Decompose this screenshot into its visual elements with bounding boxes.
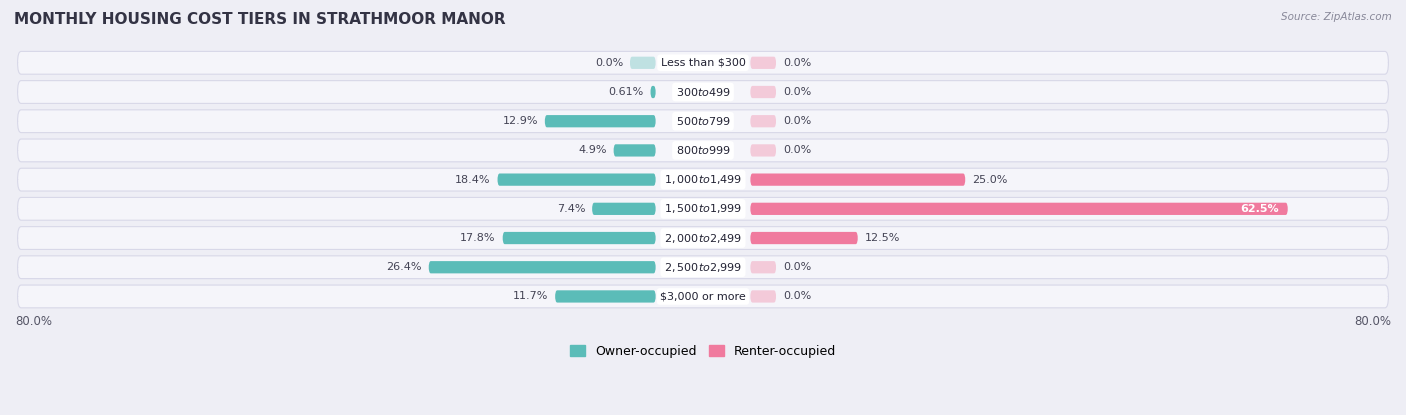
Text: $1,500 to $1,999: $1,500 to $1,999	[664, 203, 742, 215]
Text: 0.0%: 0.0%	[783, 262, 811, 272]
Text: 12.5%: 12.5%	[865, 233, 900, 243]
FancyBboxPatch shape	[18, 51, 1388, 74]
FancyBboxPatch shape	[651, 86, 655, 98]
FancyBboxPatch shape	[18, 110, 1388, 133]
Text: $2,500 to $2,999: $2,500 to $2,999	[664, 261, 742, 274]
FancyBboxPatch shape	[18, 81, 1388, 103]
FancyBboxPatch shape	[502, 232, 655, 244]
FancyBboxPatch shape	[751, 261, 776, 273]
FancyBboxPatch shape	[630, 57, 655, 69]
Text: 4.9%: 4.9%	[578, 145, 606, 156]
Text: 17.8%: 17.8%	[460, 233, 496, 243]
Text: 26.4%: 26.4%	[387, 262, 422, 272]
FancyBboxPatch shape	[18, 285, 1388, 308]
Text: 0.0%: 0.0%	[783, 87, 811, 97]
Text: 0.0%: 0.0%	[783, 145, 811, 156]
FancyBboxPatch shape	[18, 198, 1388, 220]
FancyBboxPatch shape	[592, 203, 655, 215]
FancyBboxPatch shape	[751, 57, 776, 69]
Legend: Owner-occupied, Renter-occupied: Owner-occupied, Renter-occupied	[565, 339, 841, 363]
Text: 25.0%: 25.0%	[972, 175, 1008, 185]
FancyBboxPatch shape	[18, 256, 1388, 278]
FancyBboxPatch shape	[751, 203, 1288, 215]
FancyBboxPatch shape	[751, 232, 858, 244]
Text: 0.0%: 0.0%	[783, 116, 811, 126]
FancyBboxPatch shape	[498, 173, 655, 186]
FancyBboxPatch shape	[751, 86, 776, 98]
Text: 0.61%: 0.61%	[609, 87, 644, 97]
FancyBboxPatch shape	[613, 144, 655, 156]
FancyBboxPatch shape	[544, 115, 655, 127]
FancyBboxPatch shape	[751, 290, 776, 303]
Text: $300 to $499: $300 to $499	[675, 86, 731, 98]
Text: $1,000 to $1,499: $1,000 to $1,499	[664, 173, 742, 186]
FancyBboxPatch shape	[751, 115, 776, 127]
FancyBboxPatch shape	[555, 290, 655, 303]
Text: 0.0%: 0.0%	[783, 58, 811, 68]
Text: $2,000 to $2,499: $2,000 to $2,499	[664, 232, 742, 244]
Text: 11.7%: 11.7%	[513, 291, 548, 301]
FancyBboxPatch shape	[751, 144, 776, 156]
Text: $800 to $999: $800 to $999	[675, 144, 731, 156]
Text: 80.0%: 80.0%	[1354, 315, 1391, 327]
Text: Less than $300: Less than $300	[661, 58, 745, 68]
Text: 7.4%: 7.4%	[557, 204, 585, 214]
Text: 18.4%: 18.4%	[456, 175, 491, 185]
Text: 0.0%: 0.0%	[783, 291, 811, 301]
Text: 12.9%: 12.9%	[502, 116, 538, 126]
Text: MONTHLY HOUSING COST TIERS IN STRATHMOOR MANOR: MONTHLY HOUSING COST TIERS IN STRATHMOOR…	[14, 12, 506, 27]
Text: 80.0%: 80.0%	[15, 315, 52, 327]
Text: $3,000 or more: $3,000 or more	[661, 291, 745, 301]
Text: 62.5%: 62.5%	[1240, 204, 1279, 214]
FancyBboxPatch shape	[751, 173, 966, 186]
FancyBboxPatch shape	[18, 168, 1388, 191]
FancyBboxPatch shape	[18, 227, 1388, 249]
Text: $500 to $799: $500 to $799	[675, 115, 731, 127]
Text: Source: ZipAtlas.com: Source: ZipAtlas.com	[1281, 12, 1392, 22]
Text: 0.0%: 0.0%	[595, 58, 623, 68]
FancyBboxPatch shape	[18, 139, 1388, 162]
FancyBboxPatch shape	[429, 261, 655, 273]
